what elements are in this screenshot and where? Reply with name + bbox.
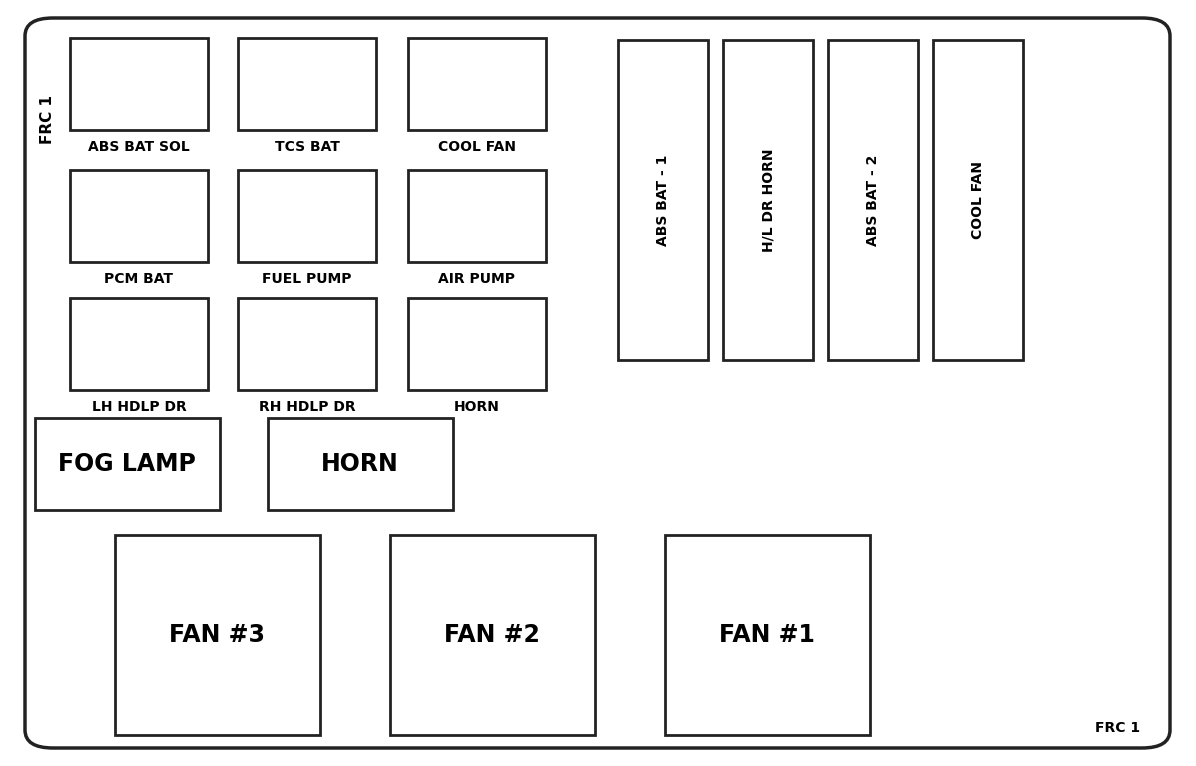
Bar <box>238 170 376 262</box>
Bar <box>724 40 813 360</box>
Bar <box>35 418 220 510</box>
Bar <box>71 170 208 262</box>
Text: TCS BAT: TCS BAT <box>275 140 340 154</box>
Text: RH HDLP DR: RH HDLP DR <box>258 400 355 414</box>
Bar <box>71 38 208 130</box>
FancyBboxPatch shape <box>25 18 1170 748</box>
Text: PCM BAT: PCM BAT <box>104 272 173 286</box>
Bar <box>408 38 547 130</box>
Text: ABS BAT SOL: ABS BAT SOL <box>89 140 190 154</box>
Text: FRC 1: FRC 1 <box>41 96 55 145</box>
Text: FAN #2: FAN #2 <box>444 623 539 647</box>
Text: COOL FAN: COOL FAN <box>438 140 515 154</box>
Text: ABS BAT - 1: ABS BAT - 1 <box>655 154 670 246</box>
Text: FOG LAMP: FOG LAMP <box>59 452 196 476</box>
Bar <box>390 535 594 735</box>
Text: FRC 1: FRC 1 <box>1094 721 1140 735</box>
Bar <box>618 40 708 360</box>
Bar <box>115 535 321 735</box>
Text: FUEL PUMP: FUEL PUMP <box>262 272 352 286</box>
Text: HORN: HORN <box>321 452 399 476</box>
Text: HORN: HORN <box>454 400 500 414</box>
Bar <box>408 170 547 262</box>
Text: H/L DR HORN: H/L DR HORN <box>761 149 775 252</box>
Bar <box>408 298 547 390</box>
Bar <box>828 40 919 360</box>
Text: FAN #3: FAN #3 <box>169 623 266 647</box>
Bar <box>665 535 869 735</box>
Text: AIR PUMP: AIR PUMP <box>439 272 515 286</box>
Text: COOL FAN: COOL FAN <box>971 161 986 239</box>
Text: ABS BAT - 2: ABS BAT - 2 <box>866 154 880 246</box>
Bar <box>71 298 208 390</box>
Text: FAN #1: FAN #1 <box>719 623 814 647</box>
Bar <box>238 298 376 390</box>
Bar <box>268 418 453 510</box>
Bar <box>238 38 376 130</box>
Bar <box>933 40 1023 360</box>
Text: LH HDLP DR: LH HDLP DR <box>92 400 187 414</box>
